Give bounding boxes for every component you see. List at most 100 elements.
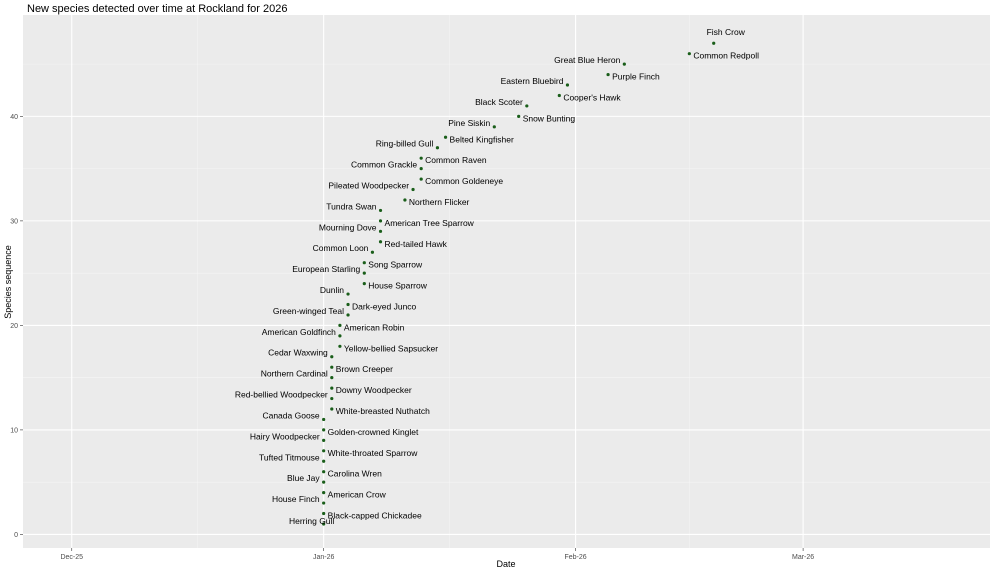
data-label: House Finch: [272, 494, 320, 504]
data-label: Downy Woodpecker: [336, 385, 412, 395]
data-point: [443, 135, 448, 139]
data-point: [378, 208, 383, 213]
data-point: [362, 261, 366, 265]
data-label: Blue Jay: [287, 473, 320, 483]
x-tick-label: Mar-26: [792, 554, 814, 561]
data-label: Pileated Woodpecker: [328, 181, 409, 191]
data-label: Red-bellied Woodpecker: [235, 390, 328, 400]
data-label: Snow Bunting: [523, 113, 576, 123]
data-label: Brown Creeper: [336, 364, 393, 374]
data-point: [346, 292, 350, 296]
data-label: Carolina Wren: [328, 469, 382, 479]
data-point: [622, 62, 626, 66]
data-label: House Sparrow: [368, 281, 427, 291]
data-label: Common Redpoll: [693, 51, 759, 61]
y-tick-label: 10: [10, 427, 18, 434]
data-point: [346, 313, 350, 317]
chart-title: New species detected over time at Rockla…: [27, 3, 287, 15]
data-label: Common Goldeneye: [425, 176, 503, 186]
data-label: Dunlin: [320, 285, 344, 295]
data-point: [378, 219, 383, 223]
data-label: Tundra Swan: [326, 201, 377, 211]
data-point: [322, 449, 326, 453]
data-point: [419, 167, 423, 171]
grid: [23, 15, 990, 548]
axes: Dec-25 Jan-26 Feb-26 Mar-26 0 10 20 30 40: [10, 114, 814, 561]
data-point: [330, 355, 334, 359]
data-label: Black Scoter: [475, 97, 523, 107]
data-point: [322, 501, 326, 505]
data-label: Yellow-bellied Sapsucker: [344, 343, 438, 353]
data-point: [419, 177, 423, 181]
data-point: [338, 344, 342, 348]
data-label: Common Grackle: [351, 160, 417, 170]
data-point: [525, 104, 529, 108]
data-point: [322, 417, 326, 422]
data-label: Fish Crow: [707, 27, 746, 37]
data-label: Eastern Bluebird: [501, 76, 564, 86]
data-point: [411, 187, 415, 192]
data-point: [435, 146, 440, 150]
y-tick-label: 30: [10, 218, 18, 225]
data-point: [492, 125, 496, 129]
data-point: [517, 114, 521, 118]
data-point: [378, 240, 383, 244]
data-label: White-throated Sparrow: [328, 448, 419, 458]
x-tick-label: Dec-25: [60, 554, 83, 561]
data-point: [346, 302, 350, 307]
data-label: Green-winged Teal: [273, 306, 344, 316]
data-label: Pine Siskin: [448, 118, 490, 128]
data-point: [419, 156, 423, 160]
data-label: European Starling: [292, 264, 360, 274]
data-point: [322, 459, 326, 463]
data-label: Herring Gull: [289, 516, 334, 526]
data-label: American Crow: [328, 490, 387, 500]
x-tick-label: Feb-26: [564, 554, 586, 561]
data-label: Northern Cardinal: [261, 369, 328, 379]
y-axis-label: Species sequence: [3, 245, 13, 319]
data-point: [378, 229, 383, 233]
data-point: [322, 480, 326, 484]
data-point: [362, 271, 366, 275]
data-points: [322, 41, 716, 526]
data-label: Tufted Titmouse: [259, 452, 320, 462]
data-label: Canada Goose: [262, 410, 319, 420]
data-label: Golden-crowned Kinglet: [328, 427, 419, 437]
data-point: [330, 396, 334, 401]
x-axis-label: Date: [496, 559, 515, 569]
data-point: [362, 281, 366, 286]
y-tick-label: 0: [14, 532, 18, 539]
data-label: American Robin: [344, 322, 405, 332]
x-tick-label: Jan-26: [313, 554, 335, 561]
data-label: Hairy Woodpecker: [250, 431, 320, 441]
data-point: [606, 72, 610, 77]
data-point: [322, 491, 326, 495]
data-point: [712, 41, 716, 45]
data-point: [338, 323, 342, 327]
data-point: [322, 428, 326, 432]
data-point: [322, 438, 326, 442]
data-point: [322, 470, 326, 474]
data-point: [557, 93, 561, 98]
data-point: [403, 198, 407, 202]
data-point: [330, 407, 334, 411]
data-label: White-breasted Nuthatch: [336, 406, 430, 416]
plot-panel: [23, 15, 990, 548]
data-label: Belted Kingfisher: [450, 134, 514, 144]
data-label: American Goldfinch: [262, 327, 336, 337]
y-tick-label: 20: [10, 323, 18, 330]
data-point: [565, 83, 570, 87]
data-label: Common Raven: [425, 155, 487, 165]
data-point: [370, 250, 375, 254]
y-tick-label: 40: [10, 114, 18, 121]
data-label: Northern Flicker: [409, 197, 470, 207]
data-label: Cedar Waxwing: [268, 348, 328, 358]
data-label: Mourning Dove: [319, 222, 377, 232]
data-label: Great Blue Heron: [554, 55, 620, 65]
data-point: [330, 376, 334, 380]
data-label: Common Loon: [313, 243, 369, 253]
data-point: [330, 365, 334, 369]
data-label: Ring-billed Gull: [376, 139, 434, 149]
data-point: [322, 511, 326, 516]
